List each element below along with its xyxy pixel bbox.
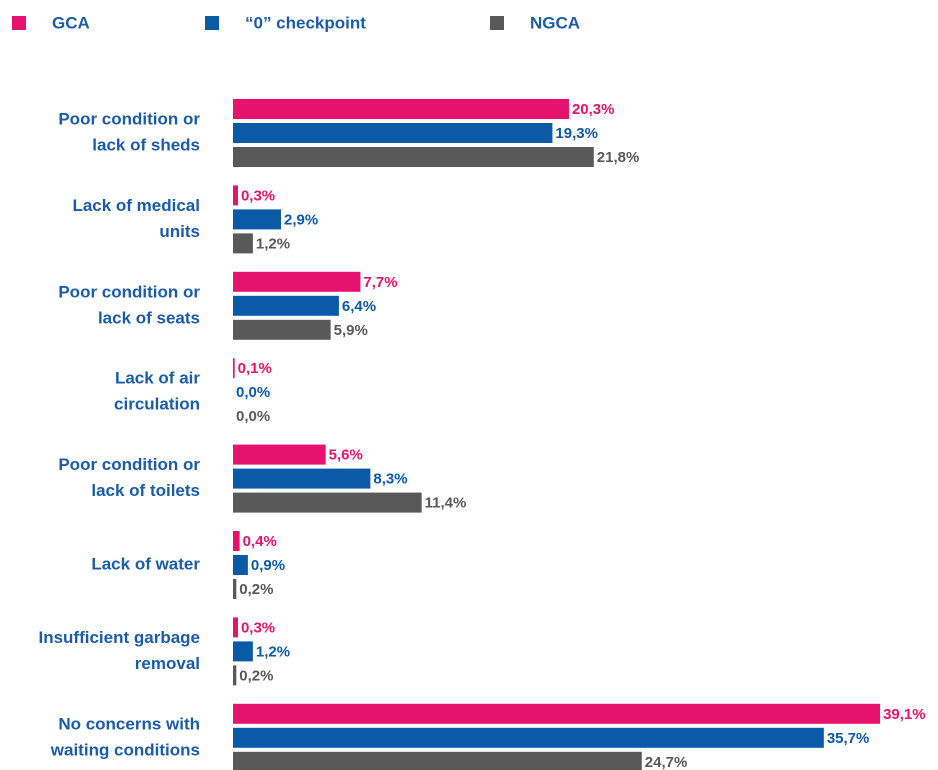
bar (233, 444, 326, 465)
category-label: units (159, 222, 200, 241)
category-label: Insufficient garbage (38, 628, 200, 647)
category-label: removal (135, 654, 200, 673)
category-label: No concerns with (58, 714, 200, 733)
bar (233, 271, 361, 292)
legend-swatch (490, 16, 504, 30)
value-label: 0,0% (236, 384, 270, 401)
value-label: 0,9% (251, 557, 285, 574)
legend-swatch (12, 16, 26, 30)
bar (233, 319, 331, 340)
value-label: 7,7% (363, 274, 397, 291)
bar (233, 209, 281, 230)
value-label: 0,0% (236, 408, 270, 425)
bar (233, 468, 371, 489)
category-label: waiting conditions (50, 740, 200, 759)
category-label: Poor condition or (58, 282, 200, 301)
bar (233, 492, 422, 513)
value-label: 1,2% (256, 643, 290, 660)
value-label: 0,4% (243, 533, 277, 550)
bar (233, 641, 253, 662)
category-label: Lack of water (91, 554, 200, 573)
value-label: 24,7% (645, 754, 688, 770)
category-label: circulation (114, 395, 200, 414)
value-label: 5,9% (334, 322, 368, 339)
value-label: 0,3% (241, 187, 275, 204)
bar (233, 123, 553, 143)
category-label: lack of sheds (92, 135, 200, 154)
category-label: Poor condition or (58, 109, 200, 128)
bar (233, 233, 253, 254)
bar (233, 751, 642, 770)
category-label: lack of seats (98, 308, 200, 327)
value-label: 21,8% (597, 149, 640, 166)
bar (233, 579, 237, 599)
bar (233, 617, 238, 638)
value-label: 6,4% (342, 298, 376, 315)
bar (233, 99, 569, 119)
category-label: Lack of medical (72, 196, 200, 215)
legend-label: NGCA (530, 13, 580, 32)
bar (233, 358, 235, 379)
value-label: 0,1% (238, 360, 272, 377)
bar (233, 185, 238, 206)
value-label: 0,2% (239, 581, 273, 598)
bar (233, 147, 594, 167)
value-label: 0,2% (239, 667, 273, 684)
bar (233, 703, 881, 724)
value-label: 35,7% (827, 730, 870, 747)
value-label: 11,4% (425, 495, 467, 512)
legend-label: “0” checkpoint (245, 13, 366, 32)
category-label: lack of toilets (91, 481, 200, 500)
category-label: Lack of air (115, 369, 200, 388)
value-label: 2,9% (284, 211, 318, 228)
value-label: 8,3% (373, 471, 407, 488)
bar (233, 665, 237, 686)
value-label: 0,3% (241, 619, 275, 636)
legend-swatch (205, 16, 219, 30)
bar (233, 531, 240, 551)
value-label: 20,3% (572, 101, 615, 118)
value-label: 5,6% (329, 447, 363, 464)
bar (233, 555, 248, 575)
bar (233, 727, 824, 748)
legend-label: GCA (52, 13, 90, 32)
category-label: Poor condition or (58, 455, 200, 474)
bar (233, 295, 339, 316)
value-label: 39,1% (883, 706, 926, 723)
value-label: 19,3% (555, 125, 598, 142)
value-label: 1,2% (256, 235, 290, 252)
